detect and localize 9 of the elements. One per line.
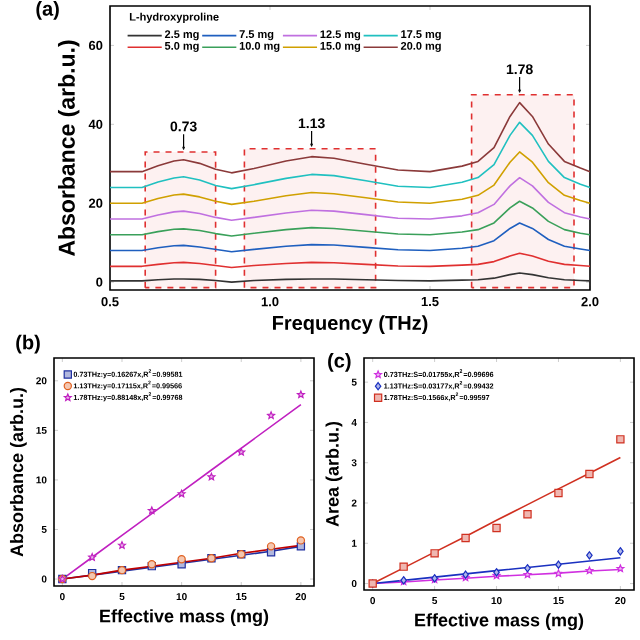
x-axis-title: Effective mass (mg) (100, 609, 269, 627)
chart-title: (b) (16, 334, 40, 354)
y-axis-title: Absorbance (arb.u.) (57, 40, 80, 257)
chart-title: (a) (36, 1, 59, 20)
x-axis-title: Effective mass (mg) (415, 613, 584, 631)
chart-title: (c) (328, 353, 351, 372)
x-axis-title: Frequency (THz) (273, 315, 428, 334)
y-axis-title: Area (arb.u.) (325, 421, 343, 527)
y-axis-title: Absorbance (arb.u.) (9, 387, 27, 557)
